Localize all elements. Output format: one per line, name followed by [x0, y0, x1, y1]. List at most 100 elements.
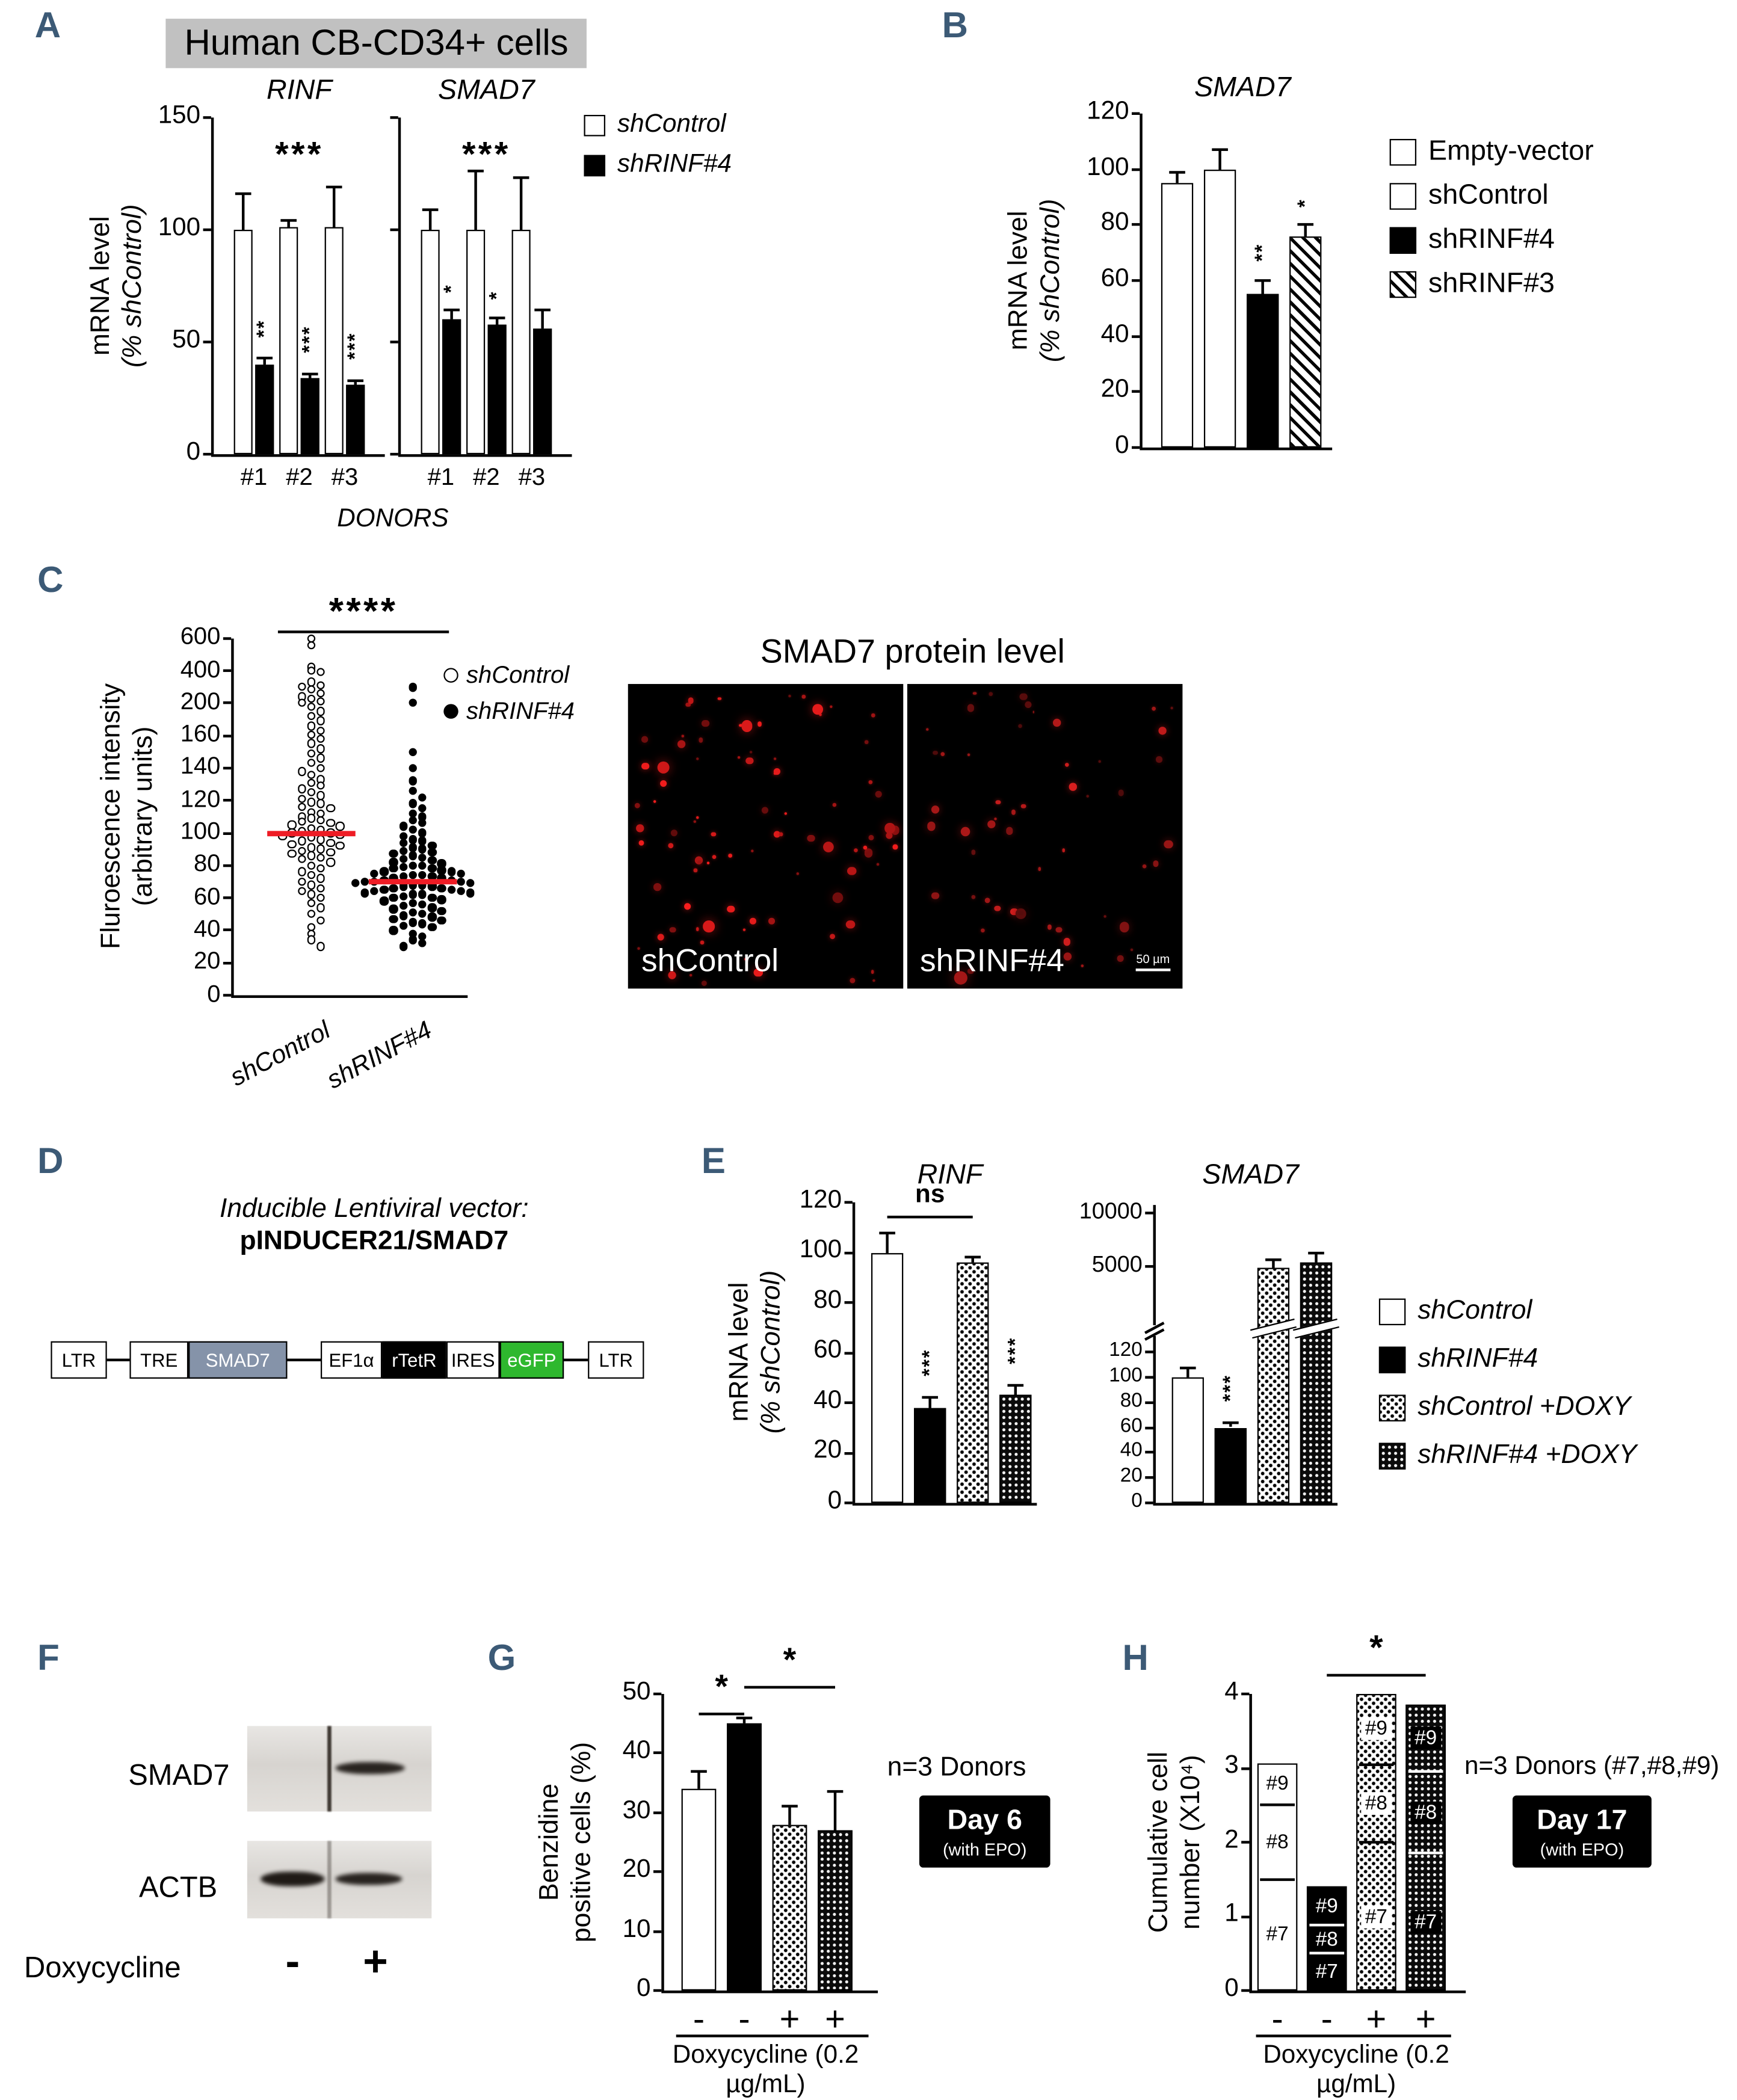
error-bar — [788, 1806, 791, 1824]
fluorescent-cell — [768, 918, 775, 925]
microscopy-image: shControl — [628, 684, 904, 989]
fluorescent-cell — [1061, 848, 1066, 852]
fluorescent-cell — [739, 724, 742, 727]
bar-2 — [957, 1262, 989, 1503]
legend-label: shControl — [617, 110, 726, 138]
error-bar-cap — [1007, 1384, 1024, 1387]
error-bar — [928, 1397, 931, 1408]
fluorescent-cell — [761, 807, 769, 814]
scatter-point — [316, 697, 325, 706]
scatter-point — [399, 942, 408, 951]
scatter-point — [316, 726, 325, 735]
fluorescent-cell — [829, 934, 835, 940]
scatter-point — [389, 884, 398, 893]
scatter-point — [399, 838, 408, 847]
scatter-point — [380, 885, 389, 895]
scatter-point — [428, 882, 437, 891]
y-tick — [223, 701, 232, 705]
fluorescent-cell — [1158, 726, 1166, 734]
fluorescent-cell — [728, 854, 732, 858]
fluorescent-cell — [871, 970, 875, 974]
scatter-point — [428, 864, 437, 873]
scatter-point — [418, 828, 427, 837]
error-bar — [697, 1771, 700, 1789]
scatter-point — [307, 880, 316, 890]
y-tick — [1132, 223, 1140, 227]
scatter-point — [307, 798, 316, 807]
fluorescent-cell — [871, 713, 875, 718]
panel-e-label: E — [701, 1141, 726, 1181]
segment-divider — [1260, 1877, 1295, 1881]
fluorescent-cell — [697, 860, 702, 865]
y-tick-label: 0 — [1131, 1489, 1143, 1512]
fluorescent-cell — [1081, 964, 1084, 967]
fluorescent-cell — [638, 947, 641, 950]
scatter-point — [466, 879, 475, 888]
scatter-point — [409, 809, 418, 818]
vector-box-tre-1: TRE — [129, 1341, 189, 1379]
y-tick — [223, 994, 232, 997]
fluorescent-cell — [868, 834, 874, 840]
scatter-point — [307, 712, 316, 721]
vector-box-rtetr-4: rTetR — [382, 1341, 446, 1379]
error-bar — [263, 357, 266, 365]
image-label: shRINF#4 — [920, 943, 1064, 979]
x-category-label: #2 — [473, 463, 500, 491]
y-tick-label: 80 — [1100, 209, 1129, 237]
fluorescent-cell — [1170, 706, 1174, 710]
y-axis — [231, 638, 234, 996]
segment-divider — [1408, 1770, 1443, 1773]
scatter-point — [389, 858, 398, 867]
fluorescent-cell — [967, 968, 974, 975]
scatter-point — [428, 842, 437, 851]
fluorescent-cell — [1117, 955, 1124, 962]
day17-epo-badge: Day 17 (with EPO) — [1512, 1795, 1652, 1868]
sig-bracket-label: ns — [915, 1181, 945, 1209]
fluorescent-cell — [742, 928, 746, 932]
fluorescent-cell — [927, 822, 936, 831]
segment-divider — [1309, 1952, 1345, 1955]
fluorescent-cell — [931, 892, 939, 900]
segment-divider — [1359, 1763, 1394, 1766]
error-bar-cap — [879, 1231, 895, 1234]
scatter-point — [457, 887, 466, 896]
fluorescent-cell — [847, 866, 856, 876]
scatter-point — [409, 851, 418, 860]
segment-label: #9 — [1410, 1727, 1441, 1750]
scatter-point — [307, 788, 316, 797]
scatter-point — [316, 835, 325, 844]
segment-label: #7 — [1410, 1911, 1441, 1933]
sig-overall-rinf: *** — [275, 134, 324, 174]
sig-mark: *** — [344, 331, 367, 360]
y-tick — [223, 896, 232, 899]
scatter-point — [326, 819, 335, 828]
fluorescent-cell — [634, 802, 640, 808]
scatter-point — [389, 893, 398, 902]
scatter-point — [316, 791, 325, 800]
stacked-bar-1 — [1306, 1886, 1347, 1991]
y-tick — [653, 1752, 662, 1755]
sig-bracket — [699, 1713, 744, 1716]
fluorescent-cell — [1056, 926, 1062, 933]
fluorescent-cell — [694, 821, 697, 824]
epo-label: (with EPO) — [942, 1838, 1027, 1859]
image-label: shControl — [641, 943, 779, 979]
y-tick — [1145, 1426, 1153, 1429]
stacked-bar-3 — [1405, 1705, 1446, 1991]
scatter-point — [409, 698, 418, 707]
fluorescent-cell — [641, 736, 648, 743]
y-tick-label: 0 — [207, 980, 221, 1007]
y-axis — [1153, 1335, 1156, 1503]
fluorescent-cell — [789, 694, 792, 698]
error-bar — [428, 209, 432, 230]
fluorescent-cell — [706, 861, 711, 865]
fluorescent-cell — [1130, 949, 1134, 952]
y-tick — [203, 116, 211, 119]
fluorescent-cell — [653, 799, 656, 803]
vector-box-ltr-0: LTR — [51, 1341, 107, 1379]
fluorescent-cell — [1017, 723, 1022, 728]
error-bar — [971, 1257, 974, 1263]
y-tick-label: 60 — [193, 882, 221, 910]
scatter-point — [316, 864, 325, 873]
doxycycline-label: Doxycycline — [23, 1950, 181, 1984]
